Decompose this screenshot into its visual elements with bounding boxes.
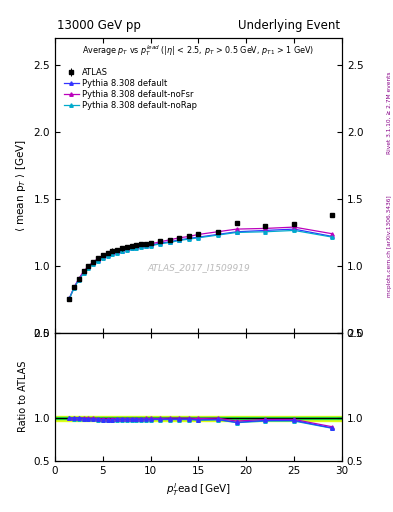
Line: Pythia 8.308 default: Pythia 8.308 default — [68, 227, 334, 300]
Text: mcplots.cern.ch [arXiv:1306.3436]: mcplots.cern.ch [arXiv:1306.3436] — [387, 195, 392, 296]
Pythia 8.308 default-noFsr — [134, 243, 139, 249]
Pythia 8.308 default-noRap — [86, 265, 91, 271]
Pythia 8.308 default-noRap — [101, 255, 105, 261]
Pythia 8.308 default-noFsr — [148, 241, 153, 247]
Line: Pythia 8.308 default-noFsr: Pythia 8.308 default-noFsr — [68, 225, 334, 301]
Pythia 8.308 default-noRap — [167, 240, 172, 246]
Pythia 8.308 default-noFsr — [101, 253, 105, 259]
Pythia 8.308 default — [86, 264, 91, 270]
Pythia 8.308 default-noRap — [91, 261, 95, 267]
Legend: ATLAS, Pythia 8.308 default, Pythia 8.308 default-noFsr, Pythia 8.308 default-no: ATLAS, Pythia 8.308 default, Pythia 8.30… — [62, 66, 199, 112]
Pythia 8.308 default — [263, 227, 268, 233]
Pythia 8.308 default-noRap — [67, 295, 72, 302]
Pythia 8.308 default — [143, 243, 148, 249]
Pythia 8.308 default-noFsr — [86, 263, 91, 269]
Pythia 8.308 default-noFsr — [263, 225, 268, 231]
Text: 13000 GeV pp: 13000 GeV pp — [57, 19, 141, 32]
Pythia 8.308 default-noFsr — [292, 224, 296, 230]
Pythia 8.308 default-noRap — [105, 253, 110, 259]
Pythia 8.308 default-noFsr — [167, 237, 172, 243]
Pythia 8.308 default — [96, 257, 101, 263]
Pythia 8.308 default-noRap — [330, 234, 335, 240]
Pythia 8.308 default-noFsr — [143, 242, 148, 248]
Pythia 8.308 default-noRap — [125, 247, 129, 253]
Pythia 8.308 default — [134, 244, 139, 250]
Pythia 8.308 default — [139, 243, 143, 249]
Pythia 8.308 default — [148, 242, 153, 248]
Pythia 8.308 default-noRap — [234, 229, 239, 236]
Pythia 8.308 default-noRap — [81, 270, 86, 276]
Pythia 8.308 default-noRap — [139, 244, 143, 250]
Pythia 8.308 default — [234, 229, 239, 235]
X-axis label: $p_T^l$ead [GeV]: $p_T^l$ead [GeV] — [166, 481, 231, 498]
Pythia 8.308 default-noFsr — [330, 231, 335, 237]
Pythia 8.308 default — [187, 236, 191, 242]
Line: Pythia 8.308 default-noRap: Pythia 8.308 default-noRap — [68, 229, 334, 301]
Pythia 8.308 default-noRap — [96, 258, 101, 264]
Pythia 8.308 default-noFsr — [158, 239, 163, 245]
Pythia 8.308 default-noRap — [119, 248, 124, 254]
Pythia 8.308 default-noFsr — [129, 243, 134, 249]
Pythia 8.308 default — [119, 247, 124, 253]
Pythia 8.308 default-noFsr — [115, 247, 119, 253]
Pythia 8.308 default-noRap — [148, 243, 153, 249]
Pythia 8.308 default-noRap — [187, 236, 191, 242]
Pythia 8.308 default-noRap — [263, 229, 268, 235]
Text: Average $p_T$ vs $p_T^{lead}$ ($|\eta|$ < 2.5, $p_T$ > 0.5 GeV, $p_{T1}$ > 1 GeV: Average $p_T$ vs $p_T^{lead}$ ($|\eta|$ … — [83, 43, 314, 58]
Pythia 8.308 default — [167, 239, 172, 245]
Pythia 8.308 default-noRap — [196, 234, 201, 241]
Pythia 8.308 default-noFsr — [91, 259, 95, 265]
Y-axis label: $\langle$ mean p$_T$ $\rangle$ [GeV]: $\langle$ mean p$_T$ $\rangle$ [GeV] — [14, 139, 28, 232]
Pythia 8.308 default-noFsr — [110, 249, 115, 255]
Pythia 8.308 default-noFsr — [234, 226, 239, 232]
Pythia 8.308 default-noRap — [129, 245, 134, 251]
Pythia 8.308 default — [129, 245, 134, 251]
Pythia 8.308 default-noFsr — [125, 245, 129, 251]
Pythia 8.308 default — [77, 275, 81, 282]
Pythia 8.308 default-noRap — [134, 245, 139, 251]
Pythia 8.308 default-noFsr — [96, 255, 101, 262]
Pythia 8.308 default — [125, 246, 129, 252]
Text: Underlying Event: Underlying Event — [238, 19, 340, 32]
Pythia 8.308 default — [158, 240, 163, 246]
Pythia 8.308 default-noFsr — [215, 229, 220, 235]
Pythia 8.308 default — [115, 249, 119, 255]
Pythia 8.308 default-noRap — [177, 238, 182, 244]
Pythia 8.308 default — [91, 260, 95, 266]
Pythia 8.308 default — [292, 226, 296, 232]
Pythia 8.308 default-noFsr — [77, 275, 81, 282]
Text: ATLAS_2017_I1509919: ATLAS_2017_I1509919 — [147, 264, 250, 272]
Pythia 8.308 default-noRap — [110, 251, 115, 257]
Pythia 8.308 default-noFsr — [196, 231, 201, 238]
Pythia 8.308 default-noRap — [158, 241, 163, 247]
Pythia 8.308 default — [330, 233, 335, 240]
Pythia 8.308 default — [81, 269, 86, 275]
Pythia 8.308 default — [196, 234, 201, 240]
Pythia 8.308 default-noRap — [143, 243, 148, 249]
Pythia 8.308 default — [72, 284, 77, 290]
Pythia 8.308 default-noFsr — [119, 246, 124, 252]
Pythia 8.308 default-noFsr — [72, 284, 77, 290]
Text: Rivet 3.1.10, ≥ 2.7M events: Rivet 3.1.10, ≥ 2.7M events — [387, 71, 392, 154]
Pythia 8.308 default-noFsr — [67, 295, 72, 302]
Pythia 8.308 default — [67, 295, 72, 301]
Pythia 8.308 default-noRap — [292, 227, 296, 233]
Pythia 8.308 default-noRap — [215, 232, 220, 238]
Y-axis label: Ratio to ATLAS: Ratio to ATLAS — [18, 361, 28, 433]
Pythia 8.308 default-noRap — [77, 277, 81, 283]
Pythia 8.308 default — [215, 231, 220, 238]
Pythia 8.308 default — [105, 252, 110, 258]
Pythia 8.308 default — [177, 237, 182, 243]
Pythia 8.308 default — [110, 250, 115, 256]
Pythia 8.308 default-noFsr — [139, 242, 143, 248]
Pythia 8.308 default-noFsr — [187, 233, 191, 240]
Pythia 8.308 default-noRap — [115, 249, 119, 255]
Pythia 8.308 default — [101, 254, 105, 260]
Pythia 8.308 default-noRap — [72, 285, 77, 291]
Pythia 8.308 default-noFsr — [81, 268, 86, 274]
Pythia 8.308 default-noFsr — [105, 251, 110, 257]
Pythia 8.308 default-noFsr — [177, 234, 182, 241]
